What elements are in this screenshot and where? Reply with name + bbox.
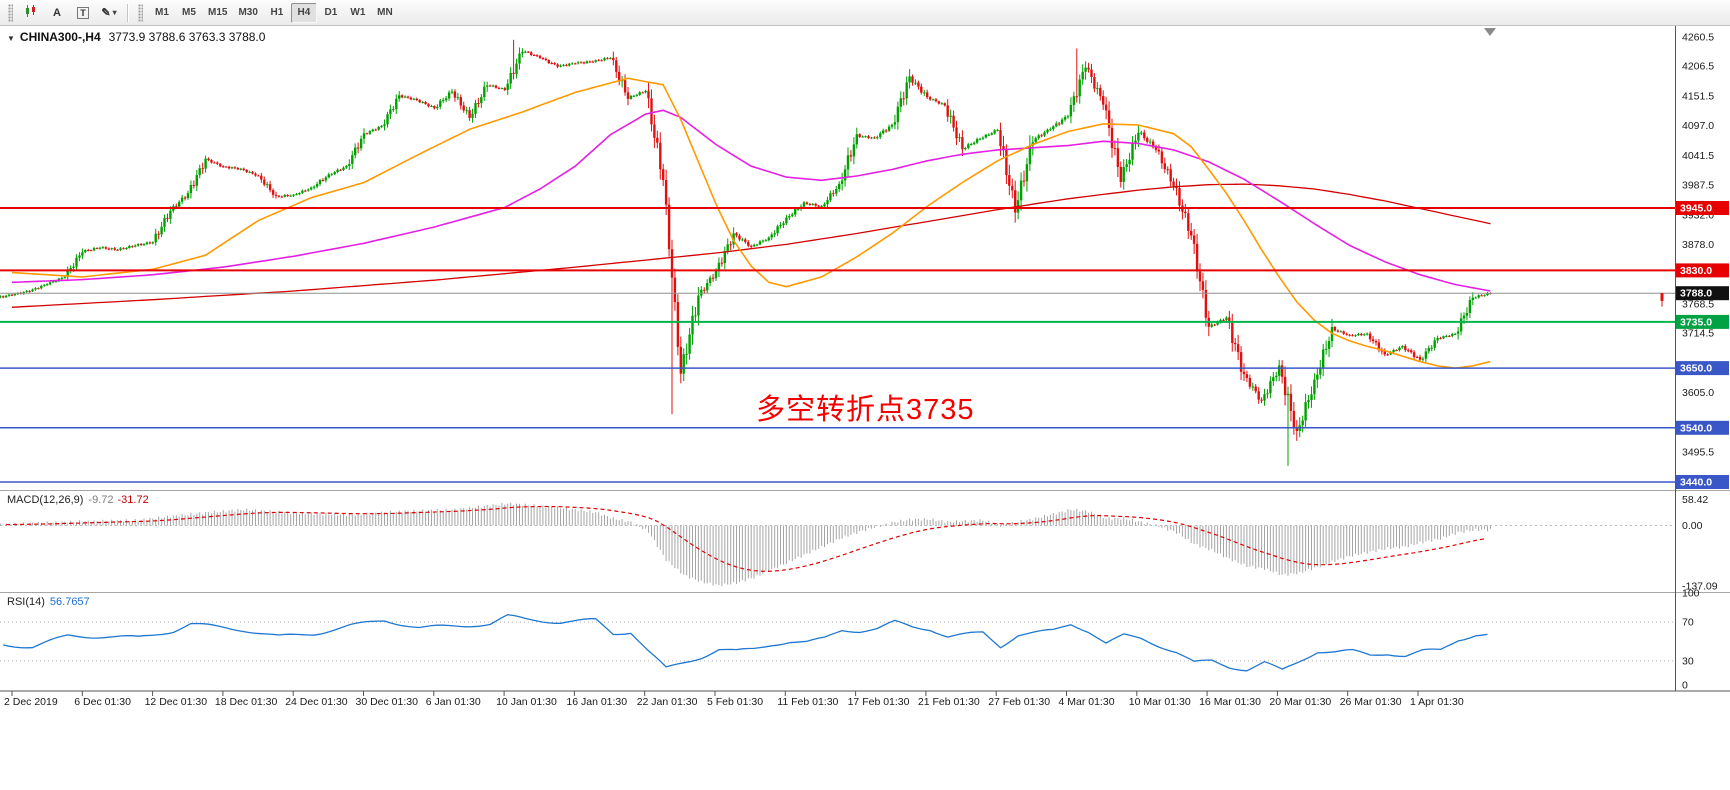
period-h4-button[interactable]: H4 — [290, 2, 317, 23]
top-toolbar: A T ✎ ▾ M1 M5 M15 M30 H1 H4 D1 W1 MN — [0, 0, 1730, 26]
svg-text:3987.5: 3987.5 — [1682, 179, 1714, 191]
svg-text:3650.0: 3650.0 — [1680, 363, 1712, 375]
svg-text:3878.0: 3878.0 — [1682, 239, 1714, 251]
chart-type-button[interactable] — [19, 3, 43, 23]
text-tool-button[interactable]: A — [45, 3, 69, 23]
svg-text:16 Mar 01:30: 16 Mar 01:30 — [1199, 696, 1261, 708]
text-label-tool-icon: T — [77, 6, 89, 19]
svg-text:4 Mar 01:30: 4 Mar 01:30 — [1059, 696, 1115, 708]
rsi-pane — [0, 614, 1675, 672]
rsi-indicator-label: RSI(14) 56.7657 — [7, 596, 90, 608]
macd-name: MACD(12,26,9) — [7, 494, 84, 506]
macd-main-value: -9.72 — [88, 494, 114, 506]
svg-text:6 Dec 01:30: 6 Dec 01:30 — [74, 696, 131, 708]
text-label-tool-button[interactable]: T — [71, 3, 95, 23]
current-bar — [1660, 292, 1664, 307]
svg-text:12 Dec 01:30: 12 Dec 01:30 — [145, 696, 208, 708]
macd-indicator-label: MACD(12,26,9) -9.72 -31.72 — [7, 494, 149, 506]
text-tool-icon: A — [53, 6, 61, 19]
svg-text:4097.0: 4097.0 — [1682, 120, 1714, 132]
candles-layer — [0, 39, 1492, 466]
svg-text:0.00: 0.00 — [1682, 520, 1703, 532]
svg-text:0: 0 — [1682, 680, 1688, 692]
svg-text:17 Feb 01:30: 17 Feb 01:30 — [848, 696, 910, 708]
time-scale[interactable]: 2 Dec 2019 6 Dec 01:30 12 Dec 01:30 18 Dec … — [4, 691, 1464, 708]
svg-text:-137.09: -137.09 — [1682, 581, 1718, 593]
svg-text:3495.5: 3495.5 — [1682, 446, 1714, 458]
svg-text:10 Mar 01:30: 10 Mar 01:30 — [1129, 696, 1191, 708]
svg-text:4206.5: 4206.5 — [1682, 61, 1714, 73]
price-badge-3788.0: 3788.0 — [1676, 286, 1729, 301]
svg-text:3735.0: 3735.0 — [1680, 316, 1712, 328]
svg-text:30 Dec 01:30: 30 Dec 01:30 — [356, 696, 419, 708]
macd-pane — [0, 502, 1675, 587]
svg-text:3945.0: 3945.0 — [1680, 203, 1712, 215]
period-m15-button[interactable]: M15 — [203, 3, 232, 23]
macd-signal-line — [6, 505, 1485, 572]
svg-text:4151.5: 4151.5 — [1682, 91, 1714, 103]
period-m1-button[interactable]: M1 — [149, 3, 175, 23]
svg-text:3714.5: 3714.5 — [1682, 328, 1714, 340]
rsi-line — [3, 614, 1488, 672]
price-badge-3945.0: 3945.0 — [1676, 201, 1729, 215]
draw-tool-button[interactable]: ✎ ▾ — [97, 3, 121, 23]
price-badge-3440.0: 3440.0 — [1676, 475, 1729, 489]
toolbar-grip-tools[interactable] — [8, 3, 13, 22]
svg-text:2 Dec 2019: 2 Dec 2019 — [4, 696, 58, 708]
svg-text:11 Feb 01:30: 11 Feb 01:30 — [777, 696, 838, 708]
svg-text:30: 30 — [1682, 655, 1694, 667]
svg-text:3830.0: 3830.0 — [1680, 265, 1712, 277]
price-badge-3735.0: 3735.0 — [1676, 314, 1729, 329]
period-mn-button[interactable]: MN — [372, 3, 398, 23]
price-badge-3650.0: 3650.0 — [1676, 361, 1729, 376]
timeframe-toolbar: M1 M5 M15 M30 H1 H4 D1 W1 MN — [149, 2, 398, 23]
ma-medium-line — [11, 109, 1491, 292]
symbol-dropdown-icon[interactable]: ▼ — [7, 34, 15, 43]
svg-text:3440.0: 3440.0 — [1680, 477, 1712, 489]
svg-text:21 Feb 01:30: 21 Feb 01:30 — [918, 696, 980, 708]
period-w1-button[interactable]: W1 — [345, 3, 371, 23]
svg-text:100: 100 — [1682, 588, 1700, 600]
toolbar-grip-periods[interactable] — [138, 3, 143, 22]
svg-text:58.42: 58.42 — [1682, 494, 1708, 506]
chart-title: ▼ CHINA300-,H4 3773.9 3788.6 3763.3 3788.0 — [7, 30, 265, 44]
price-badge-3830.0: 3830.0 — [1676, 263, 1729, 278]
ma-fast-line — [11, 77, 1491, 369]
svg-text:4260.5: 4260.5 — [1682, 31, 1714, 43]
svg-text:18 Dec 01:30: 18 Dec 01:30 — [215, 696, 278, 708]
svg-text:26 Mar 01:30: 26 Mar 01:30 — [1340, 696, 1402, 708]
svg-text:6 Jan 01:30: 6 Jan 01:30 — [426, 696, 481, 708]
chart-shift-marker[interactable] — [1484, 28, 1496, 36]
period-m30-button[interactable]: M30 — [233, 3, 262, 23]
svg-text:3540.0: 3540.0 — [1680, 422, 1712, 434]
candlestick-chart-icon — [24, 4, 38, 21]
price-badge-3540.0: 3540.0 — [1676, 420, 1729, 435]
ohlc-values: 3773.9 3788.6 3763.3 3788.0 — [108, 30, 266, 44]
svg-text:3788.0: 3788.0 — [1680, 288, 1712, 300]
svg-text:4041.5: 4041.5 — [1682, 150, 1714, 162]
symbol-period-label: CHINA300-,H4 — [19, 30, 101, 44]
svg-text:5 Feb 01:30: 5 Feb 01:30 — [707, 696, 763, 708]
period-d1-button[interactable]: D1 — [318, 3, 344, 23]
svg-text:22 Jan 01:30: 22 Jan 01:30 — [637, 696, 698, 708]
svg-text:70: 70 — [1682, 617, 1694, 629]
rsi-name: RSI(14) — [7, 596, 45, 608]
pencil-icon: ✎ — [101, 7, 111, 19]
chart-text-annotation[interactable]: 多空转折点3735 — [756, 394, 975, 426]
period-m5-button[interactable]: M5 — [176, 3, 202, 23]
svg-text:16 Jan 01:30: 16 Jan 01:30 — [566, 696, 627, 708]
svg-text:3768.5: 3768.5 — [1682, 298, 1714, 310]
macd-signal-value: -31.72 — [117, 494, 149, 506]
svg-text:10 Jan 01:30: 10 Jan 01:30 — [496, 696, 557, 708]
svg-text:20 Mar 01:30: 20 Mar 01:30 — [1269, 696, 1331, 708]
svg-text:27 Feb 01:30: 27 Feb 01:30 — [988, 696, 1050, 708]
period-h1-button[interactable]: H1 — [264, 3, 290, 23]
rsi-value: 56.7657 — [49, 596, 90, 608]
svg-text:1 Apr 01:30: 1 Apr 01:30 — [1410, 696, 1464, 708]
toolbar-separator — [127, 3, 128, 22]
svg-text:3605.0: 3605.0 — [1682, 387, 1714, 399]
chevron-down-icon: ▾ — [112, 8, 117, 17]
svg-text:24 Dec 01:30: 24 Dec 01:30 — [285, 696, 348, 708]
